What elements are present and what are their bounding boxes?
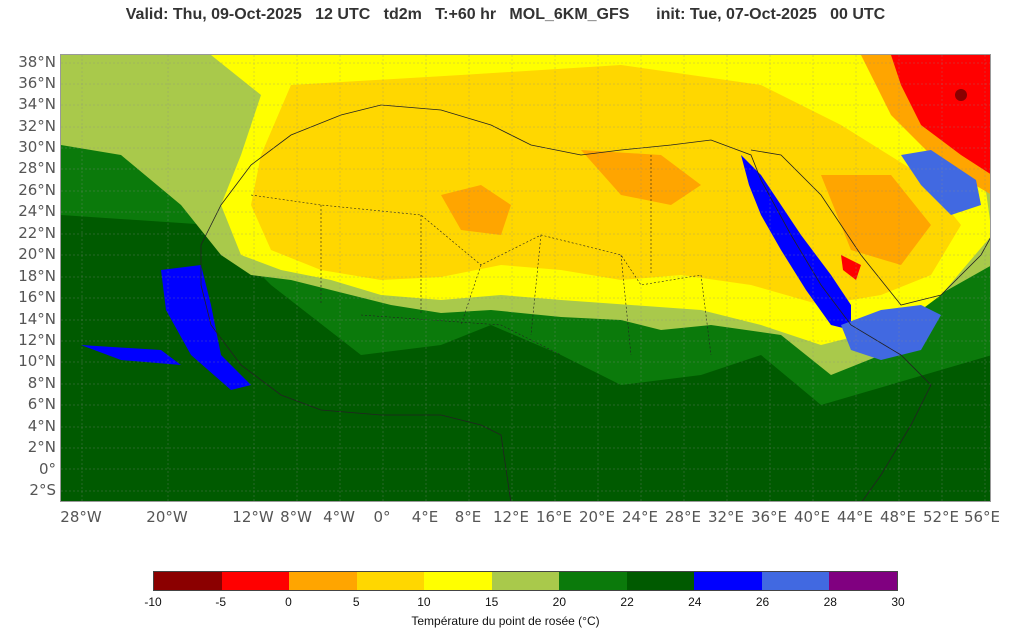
lon-label: 8°E xyxy=(454,508,482,526)
field-red-2 xyxy=(841,255,861,280)
lon-label: 52°E xyxy=(922,508,960,526)
coastline-arabia xyxy=(750,149,990,306)
lon-label: 16°E xyxy=(535,508,573,526)
lat-label: 24°N xyxy=(18,202,56,220)
colorbar-tick-label: 28 xyxy=(823,595,837,609)
map-frame xyxy=(60,54,991,502)
coastline-west-africa xyxy=(200,245,512,501)
colorbar-tick-label: 22 xyxy=(620,595,634,609)
colorbar-segment xyxy=(154,572,222,590)
lat-label: 36°N xyxy=(18,74,56,92)
lon-label: 28°E xyxy=(664,508,702,526)
lon-label: 20°E xyxy=(578,508,616,526)
lon-label: 36°E xyxy=(750,508,788,526)
lat-label: 22°N xyxy=(18,224,56,242)
colorbar-tick-label: 10 xyxy=(417,595,431,609)
colorbar xyxy=(153,571,898,591)
field-red-sea xyxy=(741,155,851,330)
lon-label: 24°E xyxy=(621,508,659,526)
colorbar-segment xyxy=(491,572,560,590)
lat-label: 30°N xyxy=(18,138,56,156)
lat-label: 2°N xyxy=(27,438,56,456)
field-red-1 xyxy=(891,55,990,174)
colorbar-tick-label: 20 xyxy=(552,595,567,609)
lon-label: 28°W xyxy=(60,508,102,526)
colorbar-tick-label: 26 xyxy=(755,595,770,609)
lat-label: 34°N xyxy=(18,95,56,113)
coastline-east-africa xyxy=(760,179,932,501)
colorbar-segment xyxy=(626,572,695,590)
colorbar-tick-label: -10 xyxy=(144,595,162,609)
colorbar-segment xyxy=(356,572,425,590)
colorbar-tick-label: -5 xyxy=(215,595,227,609)
colorbar-tick-label: 5 xyxy=(352,595,360,609)
colorbar-tick-label: 15 xyxy=(484,595,499,609)
lat-label: 18°N xyxy=(18,267,56,285)
field-persian-gulf xyxy=(901,150,981,215)
field-gulf-aden xyxy=(841,305,941,360)
colorbar-tick-label: 30 xyxy=(891,595,905,609)
lon-label: 4°E xyxy=(411,508,439,526)
coastline-north-africa xyxy=(200,104,762,246)
field-orange-3 xyxy=(821,175,931,265)
colorbar-tick-label: 24 xyxy=(688,595,702,609)
lat-label: 28°N xyxy=(18,159,56,177)
lat-label: 26°N xyxy=(18,181,56,199)
graticule xyxy=(61,55,990,501)
lat-label: 0° xyxy=(38,460,56,478)
field-orange-1 xyxy=(441,185,511,235)
lon-label: 4°W xyxy=(323,508,355,526)
colorbar-segment xyxy=(289,572,357,590)
colorbar-segment xyxy=(829,572,898,590)
lon-label: 56°E xyxy=(963,508,1001,526)
lon-label: 12°W xyxy=(232,508,274,526)
lon-label: 32°E xyxy=(707,508,745,526)
lat-label: 38°N xyxy=(18,53,56,71)
colorbar-segment xyxy=(424,572,492,590)
colorbar-tick-label: 0 xyxy=(285,595,292,609)
lat-label: 20°N xyxy=(18,245,56,263)
field-atlantic-blue xyxy=(81,345,181,365)
lon-label: 40°E xyxy=(793,508,831,526)
lon-label: 44°E xyxy=(836,508,874,526)
dewpoint-map xyxy=(61,55,990,501)
colorbar-label: Température du point de rosée (°C) xyxy=(411,614,600,628)
lon-label: 0° xyxy=(373,508,391,526)
field-dark-red xyxy=(955,89,967,101)
lon-label: 8°W xyxy=(280,508,312,526)
colorbar-segment xyxy=(694,572,762,590)
lat-label: 12°N xyxy=(18,331,56,349)
lat-label: 10°N xyxy=(18,352,56,370)
colorbar-segment xyxy=(761,572,830,590)
colorbar-segment xyxy=(221,572,290,590)
field-dark-green-south xyxy=(61,215,990,501)
colorbar-segment xyxy=(559,572,627,590)
map-title: Valid: Thu, 09-Oct-2025 12 UTC td2m T:+6… xyxy=(125,6,886,23)
lon-label: 12°E xyxy=(492,508,530,526)
lat-label: 6°N xyxy=(27,395,56,413)
lat-label: 4°N xyxy=(27,417,56,435)
lat-label: 16°N xyxy=(18,288,56,306)
lat-label: 32°N xyxy=(18,117,56,135)
lon-label: 48°E xyxy=(879,508,917,526)
lat-label: 8°N xyxy=(27,374,56,392)
lon-label: 20°W xyxy=(146,508,188,526)
lat-label: 2°S xyxy=(29,481,56,499)
field-west-coast-blue xyxy=(161,265,251,390)
lat-label: 14°N xyxy=(18,310,56,328)
